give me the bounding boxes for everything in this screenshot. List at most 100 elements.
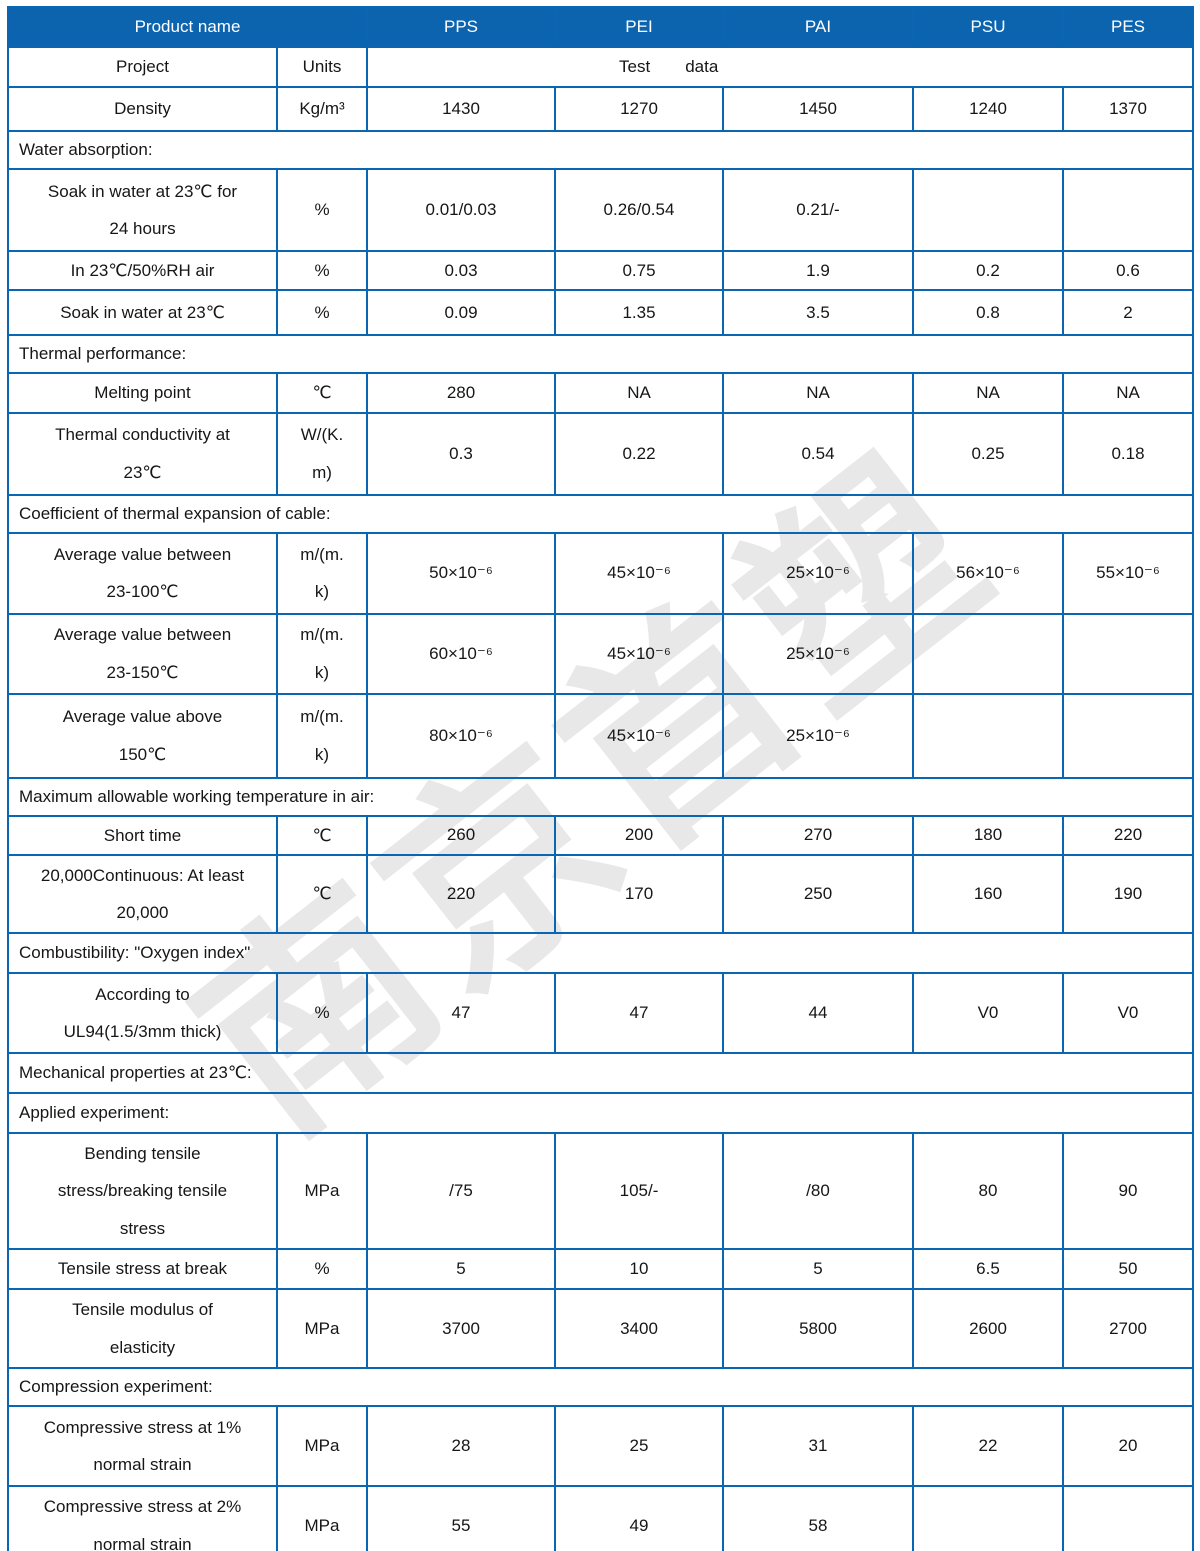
row-label: Compressive stress at 1% normal strain [7, 1405, 278, 1488]
value-cell: 3400 [554, 1288, 724, 1370]
value-cell: 0.8 [912, 289, 1064, 337]
value-cell: 0.09 [366, 289, 556, 337]
value-cell [912, 1485, 1064, 1551]
value-cell: NA [1062, 372, 1194, 414]
value-cell: 45×10⁻⁶ [554, 612, 724, 695]
data-row: Average value between 23-150℃ m/(m. k) 60×… [7, 612, 1194, 695]
value-cell: 0.01/0.03 [366, 168, 556, 252]
data-row: Compressive stress at 2% normal strain MP… [7, 1485, 1194, 1551]
value-cell: 270 [722, 814, 914, 857]
row-label: Average value between 23-150℃ [7, 612, 278, 695]
value-cell: 28 [366, 1405, 556, 1488]
section-header: Coefficient of thermal expansion of cabl… [7, 493, 1194, 534]
section-header: Applied experiment: [7, 1092, 1194, 1135]
value-cell: 80 [912, 1132, 1064, 1251]
row-label: Tensile stress at break [7, 1248, 278, 1291]
product-name-header: Product name [7, 6, 368, 48]
row-label: Thermal conductivity at 23℃ [7, 411, 278, 496]
value-cell: 260 [366, 814, 556, 857]
product-column-header-pei: PEI [554, 6, 724, 48]
section-header: Water absorption: [7, 130, 1194, 170]
value-cell: 50 [1062, 1248, 1194, 1291]
value-cell: 0.75 [554, 249, 724, 292]
row-units: % [276, 972, 368, 1055]
value-cell: V0 [912, 972, 1064, 1055]
row-label: Bending tensile stress/breaking tensile … [7, 1132, 278, 1251]
row-label: According to UL94(1.5/3mm thick) [7, 972, 278, 1055]
table-header-row: Product name PPS PEI PAI PSU PES [7, 6, 1194, 48]
row-units: ℃ [276, 814, 368, 857]
row-units: ℃ [276, 372, 368, 414]
data-row: Melting point ℃ 280 NA NA NA NA [7, 372, 1194, 414]
value-cell: 170 [554, 854, 724, 935]
value-cell: 20 [1062, 1405, 1194, 1488]
value-cell: 220 [1062, 814, 1194, 857]
value-cell: V0 [1062, 972, 1194, 1055]
row-units: % [276, 249, 368, 292]
row-units: m/(m. k) [276, 692, 368, 779]
value-cell: 3.5 [722, 289, 914, 337]
value-cell: 0.2 [912, 249, 1064, 292]
product-column-header-pes: PES [1062, 6, 1194, 48]
test-data-cell: Test data [366, 46, 1194, 88]
value-cell: 10 [554, 1248, 724, 1291]
row-units: W/(K. m) [276, 411, 368, 496]
project-label: Project [7, 46, 278, 88]
value-cell: 5 [722, 1248, 914, 1291]
value-cell: 5800 [722, 1288, 914, 1370]
value-cell: NA [722, 372, 914, 414]
value-cell: 2 [1062, 289, 1194, 337]
value-cell: 250 [722, 854, 914, 935]
row-label: Soak in water at 23℃ for 24 hours [7, 168, 278, 252]
value-cell [1062, 168, 1194, 252]
value-cell: 0.18 [1062, 411, 1194, 496]
value-cell [912, 612, 1064, 695]
value-cell: 55×10⁻⁶ [1062, 531, 1194, 615]
row-units: MPa [276, 1405, 368, 1488]
row-label: In 23℃/50%RH air [7, 249, 278, 292]
value-cell: 0.25 [912, 411, 1064, 496]
section-header: Compression experiment: [7, 1367, 1194, 1408]
row-units: MPa [276, 1132, 368, 1251]
value-cell: 2600 [912, 1288, 1064, 1370]
value-cell: 105/- [554, 1132, 724, 1251]
section-header: Maximum allowable working temperature in… [7, 776, 1194, 817]
value-cell: 1270 [554, 86, 724, 132]
value-cell: 45×10⁻⁶ [554, 531, 724, 615]
data-row: According to UL94(1.5/3mm thick)% 47 47 44 V… [7, 972, 1194, 1055]
value-cell: 22 [912, 1405, 1064, 1488]
data-row: Average value between 23-100℃ m/(m. k) 50×… [7, 531, 1194, 615]
value-cell: 0.22 [554, 411, 724, 496]
value-cell: 0.6 [1062, 249, 1194, 292]
value-cell: 49 [554, 1485, 724, 1551]
row-label: Short time [7, 814, 278, 857]
value-cell: 180 [912, 814, 1064, 857]
value-cell [1062, 612, 1194, 695]
value-cell: 0.03 [366, 249, 556, 292]
units-label: Units [276, 46, 368, 88]
row-label: Melting point [7, 372, 278, 414]
value-cell: 1.35 [554, 289, 724, 337]
data-row: Density Kg/m³ 1430 1270 1450 1240 1370 [7, 86, 1194, 132]
row-label: Soak in water at 23℃ [7, 289, 278, 337]
table-subheader-row: Project Units Test data [7, 46, 1194, 88]
product-column-header-pai: PAI [722, 6, 914, 48]
data-row: Tensile stress at break% 5 10 5 6.5 50 [7, 1248, 1194, 1291]
value-cell [1062, 1485, 1194, 1551]
value-cell: 1.9 [722, 249, 914, 292]
value-cell: 25×10⁻⁶ [722, 612, 914, 695]
value-cell: 31 [722, 1405, 914, 1488]
value-cell: 200 [554, 814, 724, 857]
row-units: % [276, 1248, 368, 1291]
value-cell: 190 [1062, 854, 1194, 935]
value-cell [912, 692, 1064, 779]
data-row: In 23℃/50%RH air% 0.03 0.75 1.9 0.2 0.6 [7, 249, 1194, 292]
row-units: % [276, 289, 368, 337]
value-cell: 6.5 [912, 1248, 1064, 1291]
value-cell: 47 [554, 972, 724, 1055]
value-cell: 45×10⁻⁶ [554, 692, 724, 779]
section-row: Combustibility: "Oxygen index" [7, 932, 1194, 975]
data-label: data [685, 57, 719, 76]
value-cell: 58 [722, 1485, 914, 1551]
product-column-header-psu: PSU [912, 6, 1064, 48]
